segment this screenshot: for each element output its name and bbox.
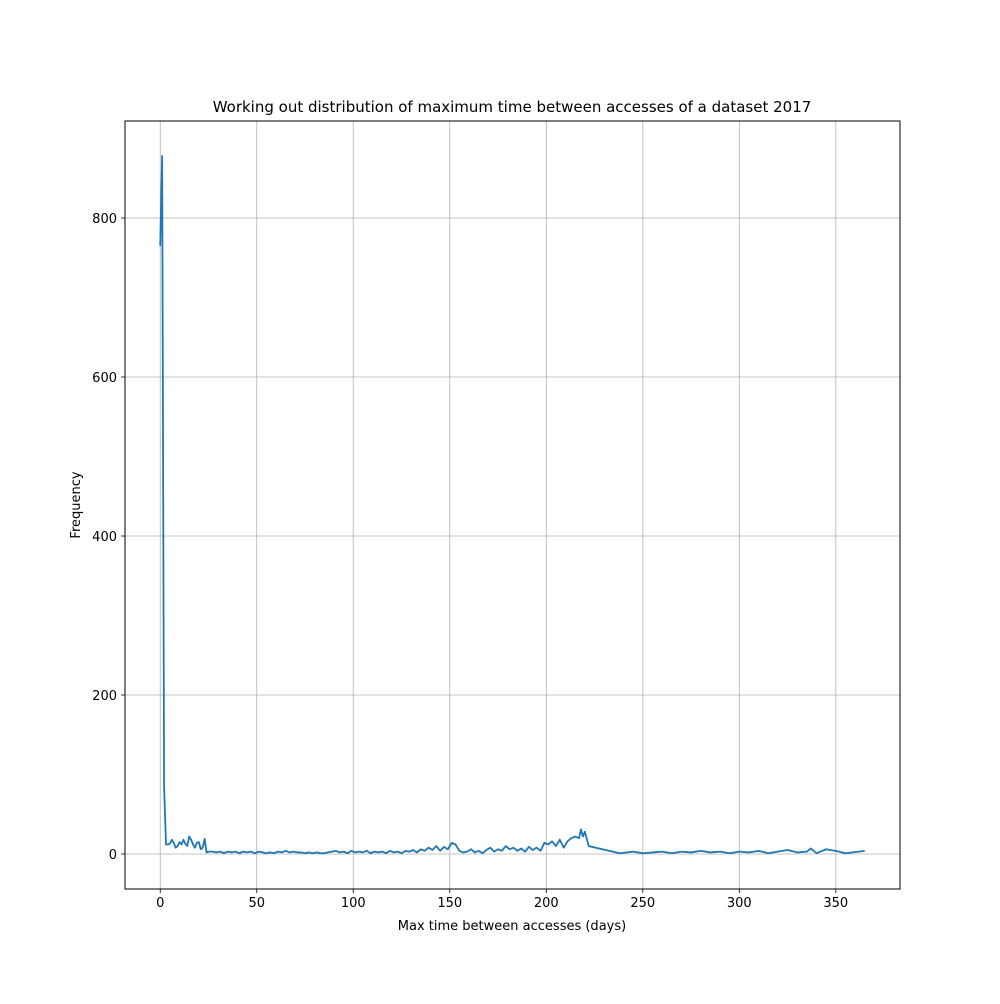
x-tick-label: 350 <box>823 896 848 911</box>
y-tick-label: 600 <box>92 371 117 386</box>
chart-title: Working out distribution of maximum time… <box>213 98 812 116</box>
x-tick-label: 0 <box>156 896 164 911</box>
y-axis-label: Frequency <box>69 471 84 538</box>
y-tick-label: 800 <box>92 212 117 227</box>
data-line <box>159 155 865 855</box>
y-tick-label: 200 <box>92 689 117 704</box>
x-tick-label: 200 <box>534 896 559 911</box>
y-tick-label: 400 <box>92 530 117 545</box>
y-tick-label: 0 <box>109 848 117 863</box>
x-tick-label: 100 <box>341 896 366 911</box>
x-tick-label: 250 <box>630 896 655 911</box>
x-tick-label: 50 <box>248 896 265 911</box>
x-tick-label: 150 <box>437 896 462 911</box>
x-axis-label: Max time between accesses (days) <box>398 919 626 934</box>
plot-frame <box>124 120 901 890</box>
x-tick-label: 300 <box>727 896 752 911</box>
